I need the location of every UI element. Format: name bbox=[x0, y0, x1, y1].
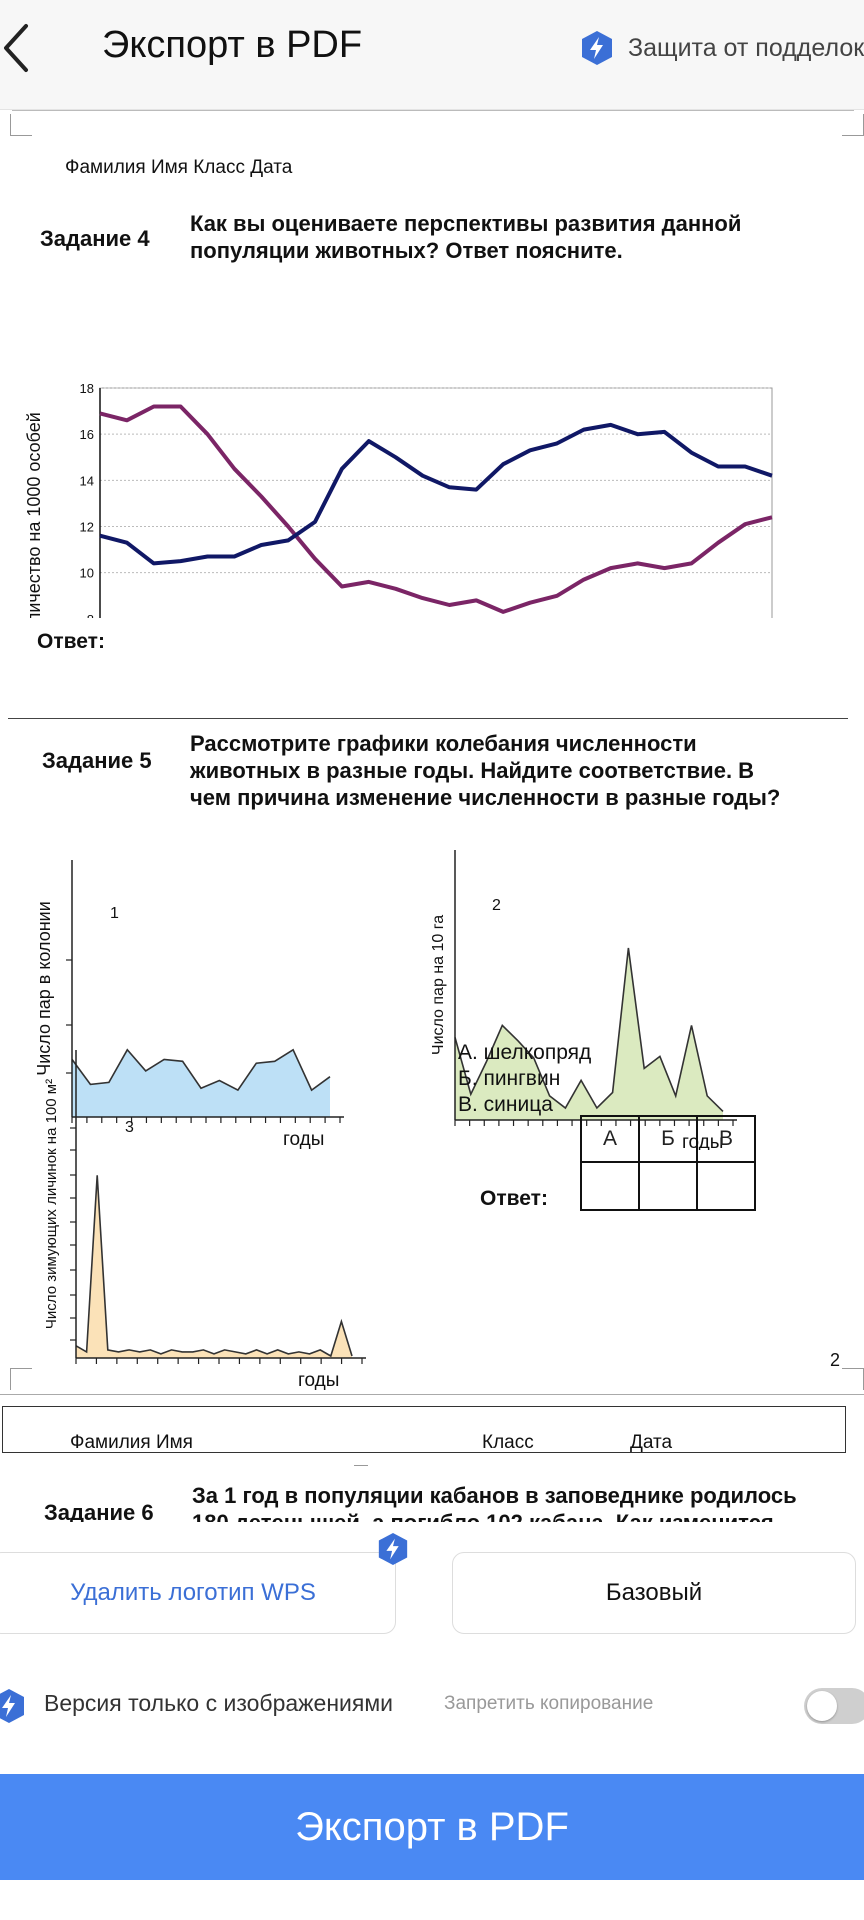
crop-mark bbox=[842, 1368, 864, 1390]
student-info-line: Фамилия Имя Класс Дата bbox=[65, 157, 293, 178]
y-axis-label: Число пар в колонии bbox=[34, 901, 54, 1076]
task5-answer-label: Ответ: bbox=[480, 1187, 548, 1210]
task5-question: Рассмотрите графики колебания численност… bbox=[190, 731, 781, 810]
lightning-badge-icon bbox=[582, 31, 612, 65]
y-tick-label: 8 bbox=[87, 612, 94, 618]
panel-number: 1 bbox=[110, 905, 119, 922]
answer-cell-c bbox=[696, 1161, 756, 1211]
y-tick-label: 18 bbox=[80, 381, 94, 396]
export-pdf-button[interactable]: Экспорт в PDF bbox=[0, 1774, 864, 1880]
panel-number: 3 bbox=[125, 1119, 134, 1136]
table-header-a: А bbox=[580, 1115, 640, 1163]
chart-colony-pairs: годы Число пар в колонии 1 bbox=[34, 860, 344, 1150]
lightning-badge-icon bbox=[0, 1689, 24, 1723]
header-underline bbox=[2, 1452, 846, 1453]
y-tick-label: 10 bbox=[80, 566, 94, 581]
page2-header-box bbox=[2, 1406, 846, 1452]
header-class: Класс bbox=[482, 1432, 534, 1453]
task4-answer-label: Ответ: bbox=[37, 630, 105, 653]
y-tick-label: 16 bbox=[80, 427, 94, 442]
area-line bbox=[454, 947, 724, 1112]
back-button[interactable] bbox=[0, 18, 50, 78]
species-options: А. шелкопряд Б. пингвин В. синица bbox=[458, 1040, 591, 1118]
answer-cell-b bbox=[638, 1161, 698, 1211]
panel-number: 2 bbox=[492, 897, 501, 914]
task5-label: Задание 5 bbox=[42, 748, 152, 773]
y-axis-label: Число пар на 10 га bbox=[430, 915, 447, 1055]
table-header-b: Б bbox=[638, 1115, 698, 1163]
answer-cell-a bbox=[580, 1161, 640, 1211]
lightning-badge-icon bbox=[378, 1532, 408, 1566]
no-copy-toggle[interactable] bbox=[804, 1688, 864, 1724]
task6-question: За 1 год в популяции кабанов в заповедни… bbox=[192, 1483, 797, 1522]
section-divider bbox=[8, 718, 848, 719]
page-title: Экспорт в PDF bbox=[102, 24, 363, 66]
chevron-left-icon bbox=[4, 24, 28, 72]
option-c: В. синица bbox=[458, 1093, 553, 1116]
header-name: Фамилия Имя bbox=[70, 1432, 193, 1453]
y-axis-label: количество на 1000 особей bbox=[24, 412, 44, 618]
area-fill bbox=[455, 948, 723, 1120]
no-copy-label: Запретить копирование bbox=[444, 1693, 654, 1714]
toggle-knob bbox=[807, 1691, 837, 1721]
y-axis-label: Число зимующих личинок на 100 м² bbox=[43, 1079, 60, 1329]
area-line bbox=[75, 1175, 353, 1358]
area-line bbox=[71, 1048, 331, 1092]
document-preview[interactable]: Фамилия Имя Класс Дата Задание 4 Как вы … bbox=[0, 110, 864, 1522]
birth-death-line-chart: 681012141618199520002005201020152020коли… bbox=[24, 381, 773, 618]
header-date: Дата bbox=[630, 1432, 673, 1453]
option-a: А. шелкопряд bbox=[458, 1041, 592, 1064]
page-break bbox=[0, 1394, 864, 1395]
top-bar: Экспорт в PDF Защита от подделок bbox=[0, 0, 864, 110]
task4-label: Задание 4 bbox=[40, 226, 150, 251]
page-top-edge bbox=[12, 110, 854, 111]
y-tick-label: 12 bbox=[80, 520, 94, 535]
crop-mark bbox=[10, 1368, 32, 1390]
task6-label: Задание 6 bbox=[44, 1500, 154, 1522]
area-fill bbox=[76, 1175, 352, 1358]
export-options-panel: Удалить логотип WPS Базовый Версия тольк… bbox=[0, 1522, 864, 1920]
basic-button[interactable]: Базовый bbox=[452, 1552, 856, 1634]
remove-logo-button[interactable]: Удалить логотип WPS bbox=[0, 1552, 396, 1634]
y-tick-label: 14 bbox=[80, 473, 94, 488]
series-line-1 bbox=[99, 404, 773, 614]
image-only-label: Версия только с изображениями bbox=[44, 1690, 393, 1716]
task4-question: Как вы оцениваете перспективы развития д… bbox=[190, 211, 742, 263]
area-fill bbox=[72, 1049, 330, 1117]
option-b: Б. пингвин bbox=[458, 1067, 561, 1090]
crop-mark bbox=[842, 114, 864, 136]
anti-forgery-label: Защита от подделок bbox=[628, 33, 864, 62]
series-line-2 bbox=[99, 422, 773, 566]
x-axis-label: годы bbox=[283, 1129, 324, 1150]
x-axis-label: годы bbox=[298, 1370, 339, 1391]
small-dash bbox=[354, 1465, 368, 1466]
table-header-c: В bbox=[696, 1115, 756, 1163]
anti-forgery-toggle[interactable]: Защита от подделок bbox=[580, 28, 864, 68]
image-only-row: Версия только с изображениями Запретить … bbox=[0, 1680, 864, 1730]
plot-frame bbox=[99, 387, 773, 618]
crop-mark bbox=[10, 114, 32, 136]
chart-wintering-larvae: годы Число зимующих личинок на 100 м² 3 bbox=[43, 1050, 366, 1391]
page-number: 2 bbox=[830, 1350, 841, 1370]
answer-table: А Б В bbox=[580, 1115, 756, 1211]
